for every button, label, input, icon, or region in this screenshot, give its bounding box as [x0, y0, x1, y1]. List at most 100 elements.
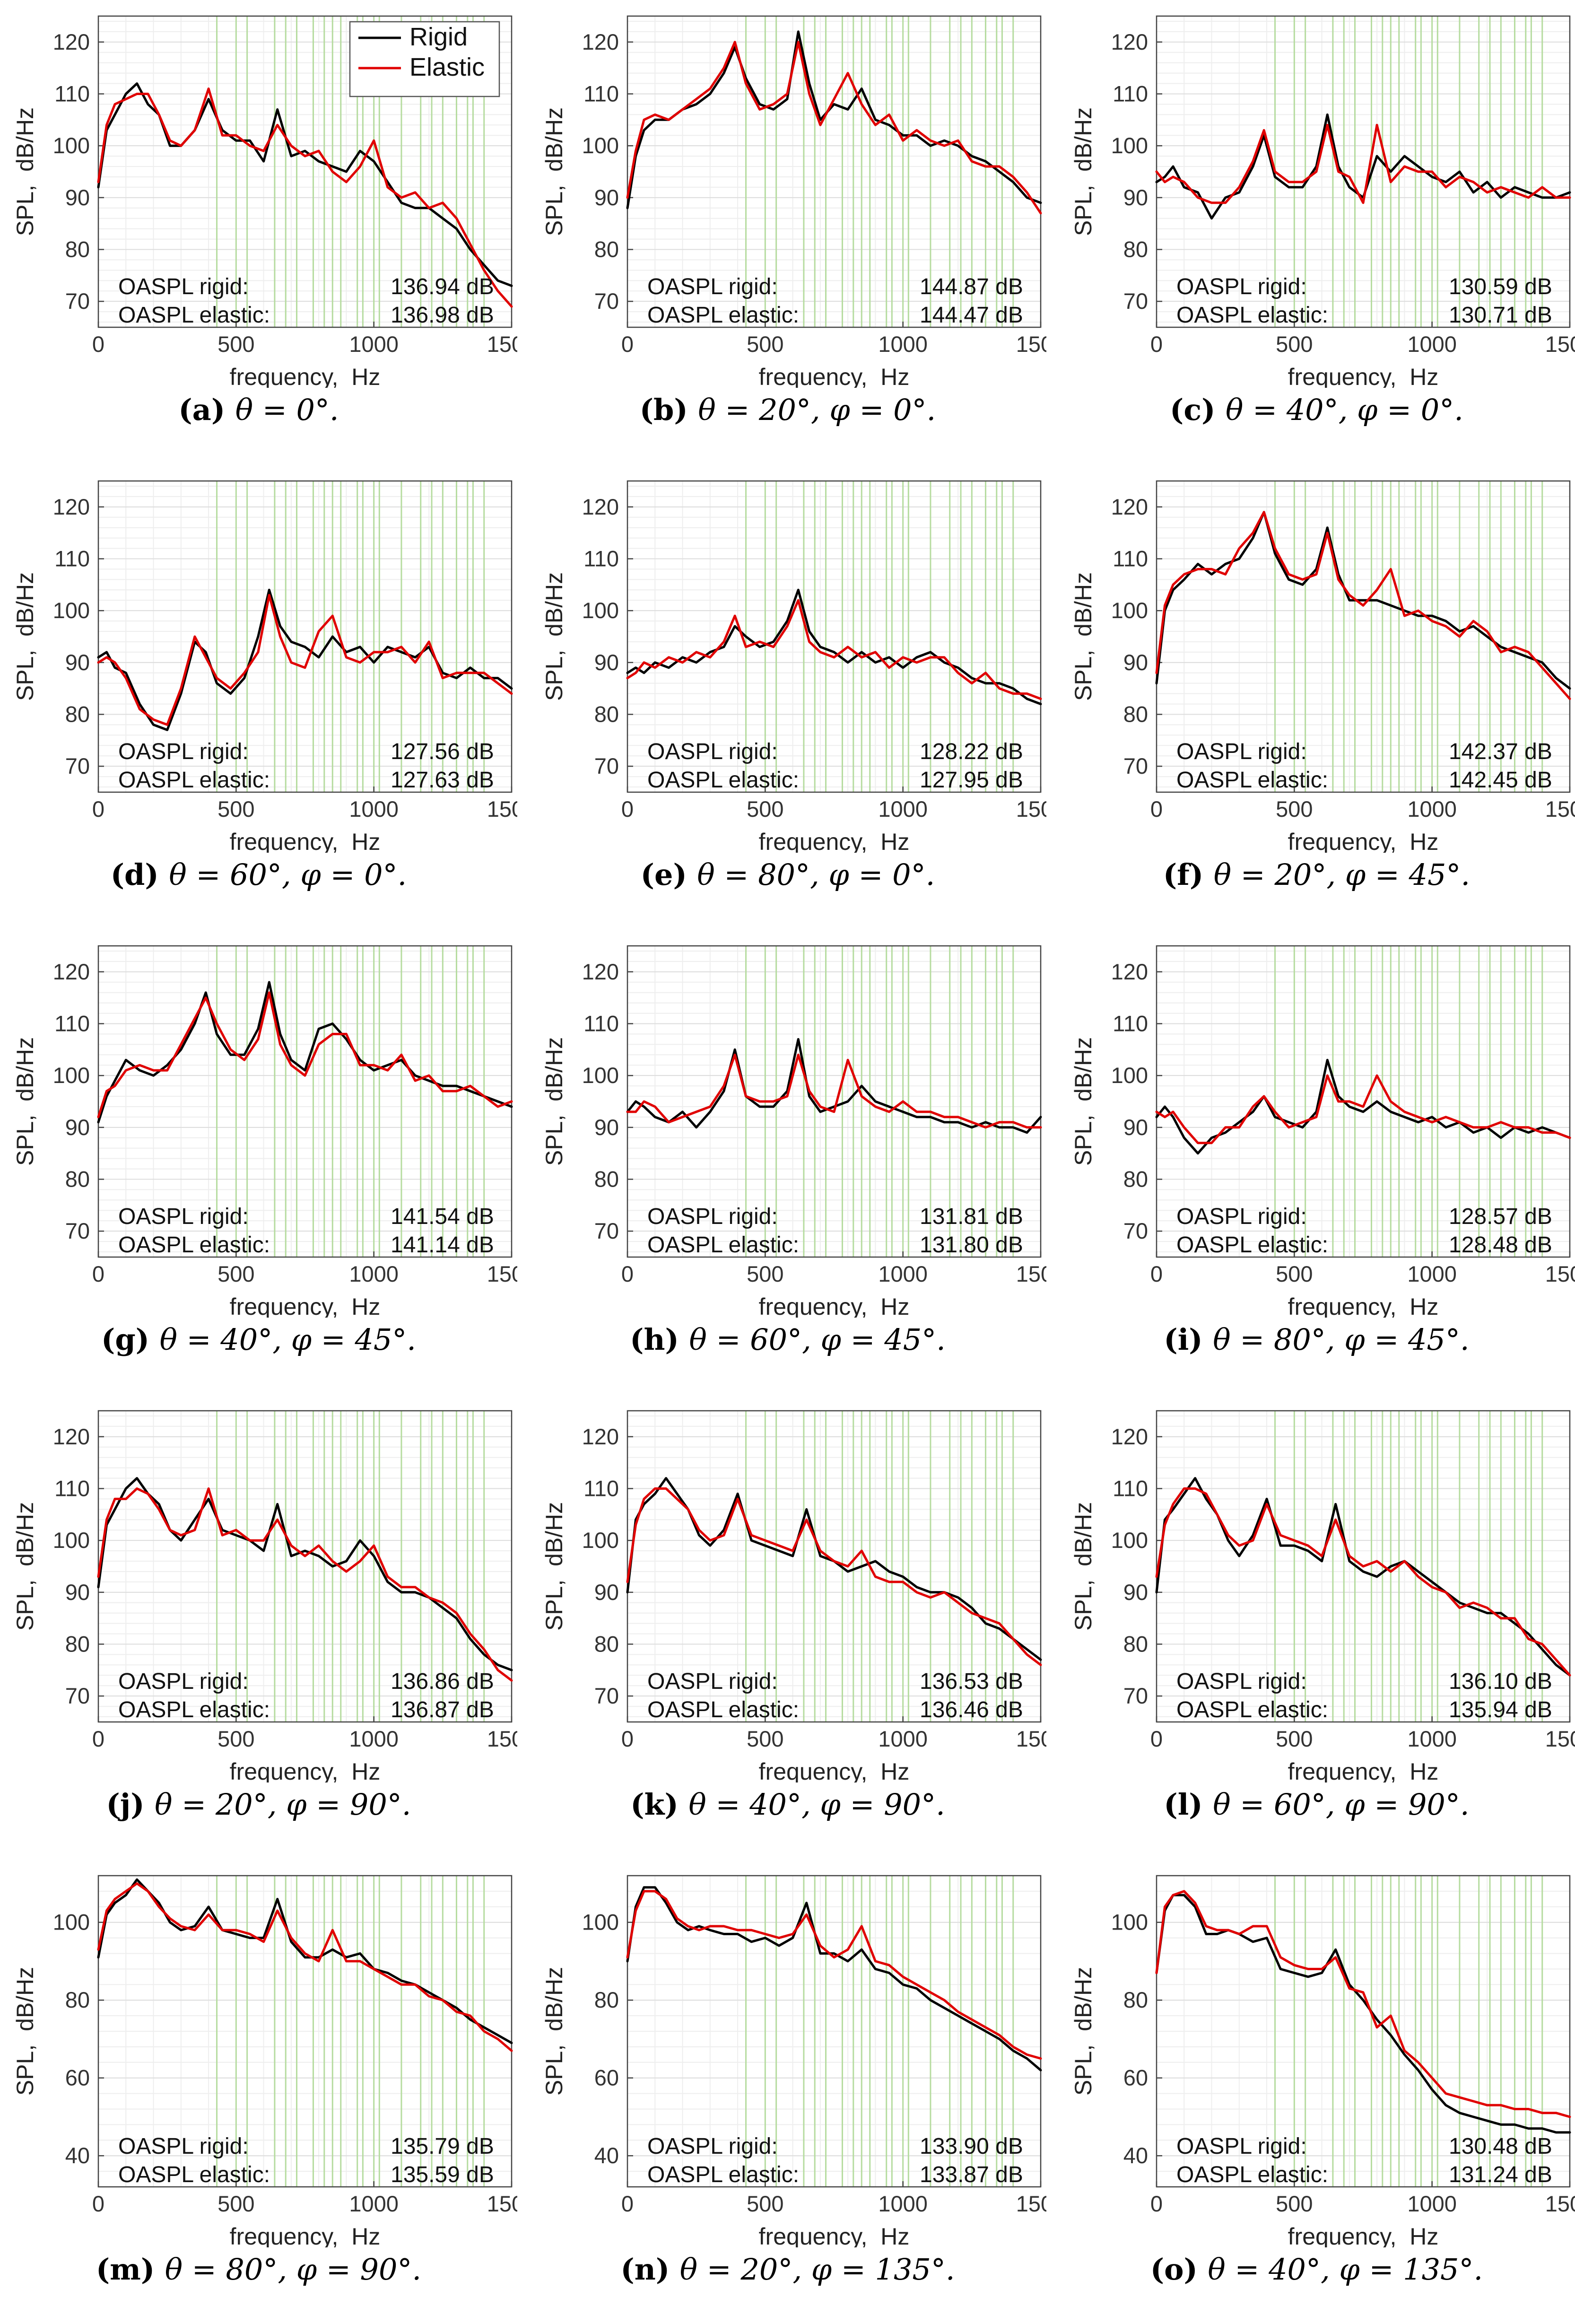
x-tick-label: 1000 [349, 1726, 399, 1751]
axes-frame [627, 945, 1042, 1258]
x-tick-label: 1000 [349, 332, 399, 357]
x-tick-label: 1500 [1016, 1261, 1046, 1286]
oaspl-rigid-label: OASPL rigid: [647, 739, 778, 764]
subplot-caption: (l) θ = 60°, φ = 90°. [1058, 1787, 1575, 1822]
oaspl-rigid-value: 136.53 dB [920, 1669, 1023, 1694]
rigid-series-line [97, 82, 513, 287]
y-tick-label: 80 [1123, 702, 1148, 727]
subplot-label: (i) [1164, 1322, 1213, 1357]
y-axis-title: SPL, dB/Hz [541, 572, 567, 701]
y-tick-label: 90 [65, 185, 90, 210]
elastic-series-line [1155, 123, 1571, 204]
x-tick-label: 1000 [1407, 332, 1457, 357]
subplot-angles: θ = 80°, φ = 0°. [697, 857, 935, 892]
oaspl-rigid-value: 135.79 dB [391, 2134, 494, 2159]
subplot-panel: 0 500 1000 1500 40 60 80 100 frequency, Hz SPL, d… [0, 1860, 517, 2324]
x-tick-label: 500 [1276, 1261, 1313, 1286]
y-tick-label: 120 [53, 1424, 90, 1449]
rigid-series-line [626, 1886, 1042, 2071]
x-tick-label: 1000 [878, 796, 928, 821]
x-tick-label: 0 [92, 2191, 104, 2216]
y-tick-label: 100 [1111, 1528, 1148, 1553]
y-tick-label: 70 [594, 288, 619, 314]
x-tick-label: 0 [92, 332, 104, 357]
y-axis-title: SPL, dB/Hz [12, 1037, 38, 1166]
y-tick-label: 110 [583, 1011, 619, 1036]
mode-markers [216, 481, 485, 792]
subplot-label: (d) [110, 857, 169, 892]
oaspl-elastic-label: OASPL elastic: [1176, 1697, 1328, 1722]
y-tick-label: 70 [1123, 1683, 1148, 1708]
oaspl-elastic-label: OASPL elastic: [647, 1232, 799, 1258]
mode-markers [216, 946, 485, 1257]
subplot-panel: 0 500 1000 1500 70 80 90 100 110 120 frequency, Hz… [529, 1395, 1046, 1859]
oaspl-rigid-label: OASPL rigid: [1176, 274, 1307, 299]
mode-markers [1274, 946, 1543, 1257]
y-tick-label: 100 [1111, 598, 1148, 623]
oaspl-elastic-label: OASPL elastic: [1176, 2162, 1328, 2187]
oaspl-elastic-label: OASPL elastic: [647, 2162, 799, 2187]
subplot-angles: θ = 60°, φ = 90°. [1213, 1787, 1470, 1822]
subplot-panel: 0 500 1000 1500 70 80 90 100 110 120 frequency, Hz… [1058, 1395, 1575, 1859]
x-tick-label: 1000 [878, 332, 928, 357]
subplot-caption: (o) θ = 40°, φ = 135°. [1058, 2252, 1575, 2287]
oaspl-rigid-label: OASPL rigid: [118, 2134, 249, 2159]
x-tick-label: 1000 [349, 796, 399, 821]
elastic-series-line [1155, 1074, 1571, 1145]
y-tick-label: 70 [65, 1683, 90, 1708]
y-tick-label: 80 [594, 1167, 619, 1192]
y-tick-label: 80 [65, 1632, 90, 1657]
y-tick-label: 100 [582, 1063, 619, 1088]
plot-canvas: 0 500 1000 1500 70 80 90 100 110 120 frequency, Hz… [12, 945, 517, 1318]
oaspl-rigid-value: 144.87 dB [920, 274, 1023, 299]
subplot-angles: θ = 20°, φ = 45°. [1213, 857, 1471, 892]
y-tick-label: 80 [594, 237, 619, 262]
y-tick-label: 100 [53, 1528, 90, 1553]
y-tick-label: 80 [1123, 1987, 1148, 2012]
axes-frame [97, 15, 513, 328]
y-axis-title: SPL, dB/Hz [12, 1502, 38, 1631]
y-tick-label: 70 [1123, 1218, 1148, 1243]
legend-box [349, 21, 500, 97]
subplot-angles: θ = 60°, φ = 0°. [169, 857, 407, 892]
oaspl-rigid-label: OASPL rigid: [1176, 1204, 1307, 1229]
y-tick-label: 80 [1123, 1632, 1148, 1657]
elastic-series-line [626, 41, 1042, 215]
oaspl-rigid-label: OASPL rigid: [118, 739, 249, 764]
x-axis-title: frequency, Hz [1288, 829, 1439, 853]
subplot-angles: θ = 20°, φ = 90°. [155, 1787, 411, 1822]
y-axis-title: SPL, dB/Hz [1070, 107, 1096, 236]
x-tick-label: 1000 [1407, 796, 1457, 821]
y-tick-label: 100 [53, 1910, 90, 1935]
oaspl-rigid-label: OASPL rigid: [1176, 739, 1307, 764]
axes-frame [97, 480, 513, 793]
oaspl-elastic-label: OASPL elastic: [1176, 1232, 1328, 1258]
x-tick-label: 500 [1276, 332, 1313, 357]
y-tick-label: 100 [53, 1063, 90, 1088]
subplot-angles: θ = 40°, φ = 0°. [1226, 393, 1463, 427]
oaspl-elastic-label: OASPL elastic: [1176, 303, 1328, 328]
y-axis-title: SPL, dB/Hz [541, 1502, 567, 1631]
elastic-series-line [626, 1890, 1042, 2060]
oaspl-elastic-value: 136.46 dB [920, 1697, 1023, 1722]
axes-frame [97, 1410, 513, 1723]
y-tick-label: 40 [1123, 2143, 1148, 2168]
oaspl-elastic-value: 133.87 dB [920, 2162, 1023, 2187]
plot-canvas: 0 500 1000 1500 70 80 90 100 110 120 frequency, Hz… [1070, 15, 1575, 388]
x-axis-title: frequency, Hz [230, 2223, 381, 2247]
subplot-label: (h) [630, 1322, 689, 1357]
y-tick-label: 110 [1113, 81, 1148, 106]
x-axis-title: frequency, Hz [230, 829, 381, 853]
axes-frame [627, 15, 1042, 328]
elastic-series-line [97, 1487, 513, 1682]
subplot-panel: 0 500 1000 1500 70 80 90 100 110 120 frequency, Hz… [529, 465, 1046, 929]
legend-elastic-label: Elastic [409, 53, 485, 81]
y-tick-label: 90 [1123, 185, 1148, 210]
oaspl-elastic-value: 131.80 dB [920, 1232, 1023, 1258]
y-tick-label: 80 [594, 1987, 619, 2012]
oaspl-elastic-label: OASPL elastic: [647, 303, 799, 328]
y-tick-label: 100 [582, 133, 619, 158]
rigid-series-line [1155, 1477, 1571, 1677]
oaspl-elastic-value: 135.94 dB [1449, 1697, 1552, 1722]
x-tick-label: 500 [218, 332, 254, 357]
